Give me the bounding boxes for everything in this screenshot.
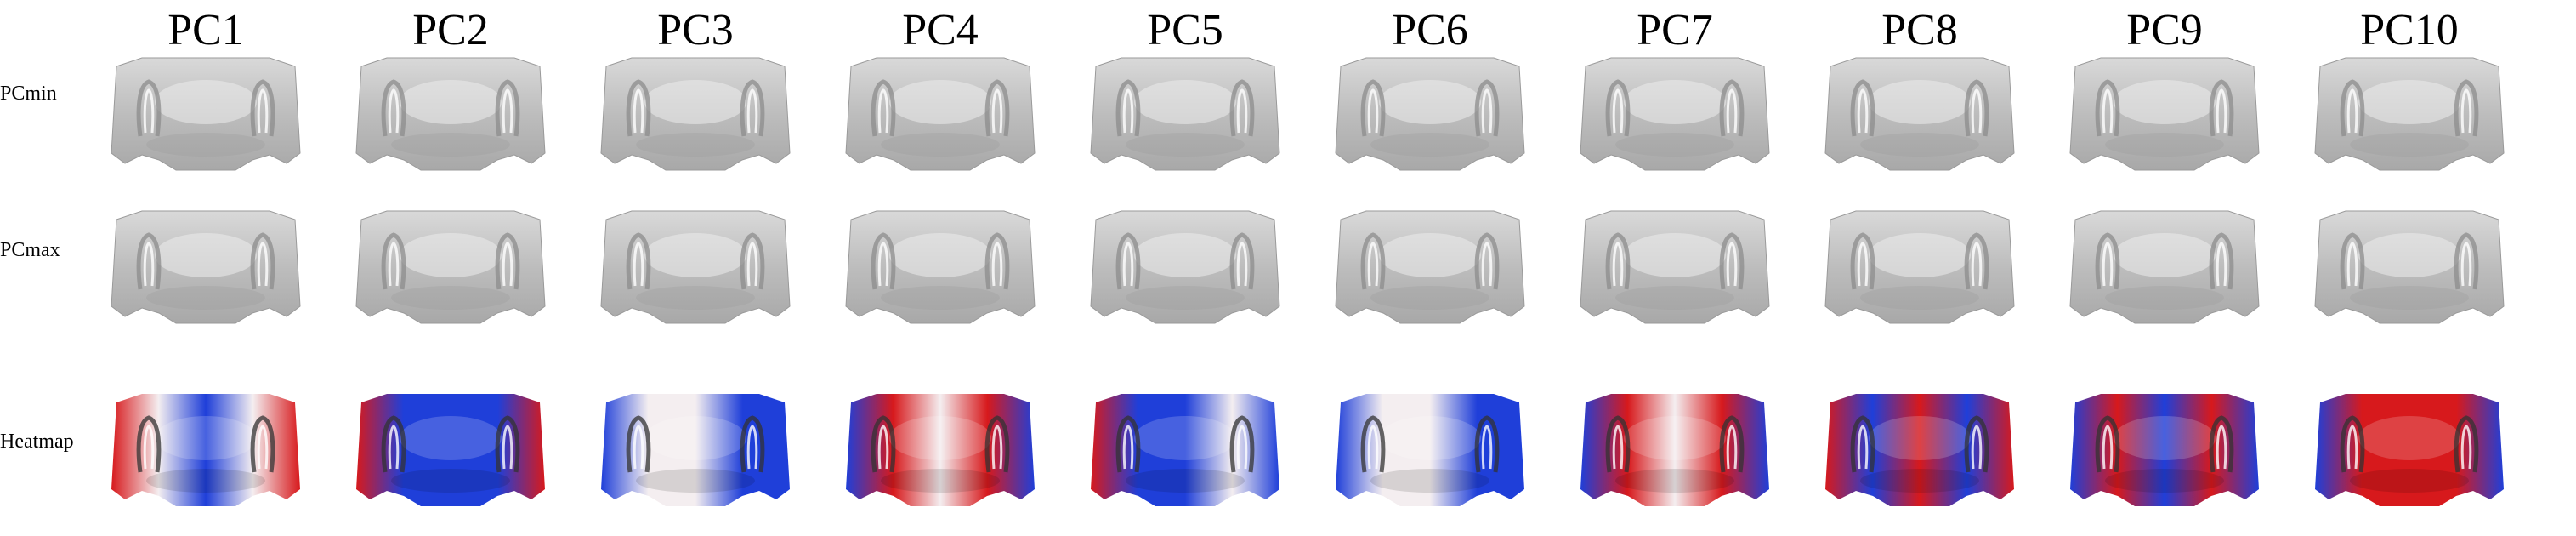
mesh-pc1-pcmin	[108, 51, 304, 179]
mesh-pc6-heatmap	[1332, 387, 1528, 515]
row-label-heatmap: Heatmap	[0, 431, 74, 453]
mesh-pc1-heatmap	[108, 387, 304, 515]
mesh-pc2-pcmin	[353, 51, 548, 179]
mesh-pc10-heatmap	[2312, 387, 2507, 515]
mesh-pc5-heatmap	[1087, 387, 1283, 515]
column-header-pc8: PC8	[1881, 6, 1958, 54]
mesh-surface	[1580, 394, 1769, 506]
column-header-pc1: PC1	[167, 6, 244, 54]
mesh-pc2-pcmax	[353, 204, 548, 332]
mesh-surface	[1336, 394, 1524, 506]
mesh-pc8-pcmin	[1822, 51, 2017, 179]
mesh-surface	[846, 394, 1035, 506]
row-label-pcmax: PCmax	[0, 239, 60, 261]
mesh-pc4-pcmin	[843, 51, 1038, 179]
column-header-pc10: PC10	[2360, 6, 2459, 54]
column-header-pc6: PC6	[1392, 6, 1468, 54]
mesh-pc10-pcmin	[2312, 51, 2507, 179]
mesh-pc6-pcmax	[1332, 204, 1528, 332]
mesh-surface	[2315, 394, 2504, 506]
mesh-surface	[111, 394, 300, 506]
row-label-pcmin: PCmin	[0, 83, 57, 105]
column-header-pc3: PC3	[657, 6, 734, 54]
column-header-pc7: PC7	[1637, 6, 1713, 54]
mesh-pc5-pcmin	[1087, 51, 1283, 179]
mesh-surface	[2070, 394, 2259, 506]
mesh-pc7-heatmap	[1577, 387, 1773, 515]
mesh-pc7-pcmin	[1577, 51, 1773, 179]
mesh-pc1-pcmax	[108, 204, 304, 332]
mesh-pc9-heatmap	[2067, 387, 2262, 515]
mesh-pc5-pcmax	[1087, 204, 1283, 332]
mesh-pc2-heatmap	[353, 387, 548, 515]
mesh-pc8-heatmap	[1822, 387, 2017, 515]
mesh-pc4-pcmax	[843, 204, 1038, 332]
mesh-pc10-pcmax	[2312, 204, 2507, 332]
mesh-surface	[601, 394, 790, 506]
mesh-pc8-pcmax	[1822, 204, 2017, 332]
mesh-pc3-heatmap	[598, 387, 793, 515]
mesh-pc7-pcmax	[1577, 204, 1773, 332]
column-header-pc2: PC2	[412, 6, 489, 54]
column-header-pc9: PC9	[2126, 6, 2203, 54]
column-header-pc5: PC5	[1147, 6, 1223, 54]
mesh-pc4-heatmap	[843, 387, 1038, 515]
mesh-pc3-pcmax	[598, 204, 793, 332]
column-header-pc4: PC4	[902, 6, 979, 54]
mesh-pc6-pcmin	[1332, 51, 1528, 179]
mesh-pc9-pcmin	[2067, 51, 2262, 179]
mesh-surface	[1825, 394, 2014, 506]
mesh-surface	[356, 394, 545, 506]
mesh-pc9-pcmax	[2067, 204, 2262, 332]
mesh-surface	[1091, 394, 1279, 506]
mesh-pc3-pcmin	[598, 51, 793, 179]
